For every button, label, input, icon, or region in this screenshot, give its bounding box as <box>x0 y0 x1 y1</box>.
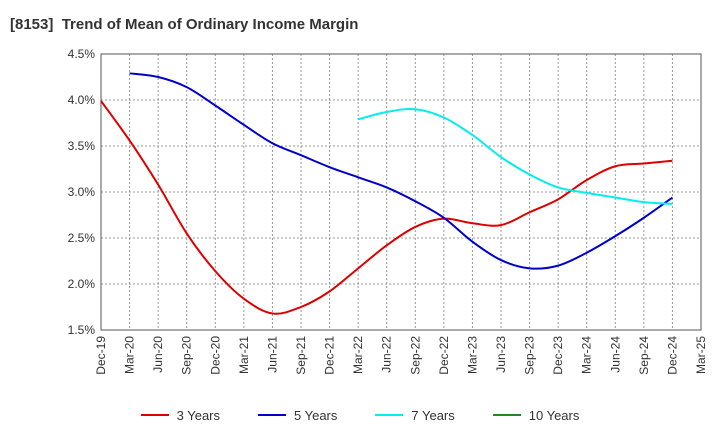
series-line-3 <box>357 107 673 205</box>
series-line-1 <box>100 100 673 315</box>
x-tick-label: Mar-25 <box>694 336 708 374</box>
x-tick-label: Dec-23 <box>551 336 565 375</box>
legend-swatch <box>140 414 169 416</box>
x-tick-label: Mar-22 <box>351 336 365 374</box>
x-tick-label: Sep-21 <box>294 336 308 375</box>
x-tick-label: Mar-23 <box>465 336 479 374</box>
y-tick-label: 2.0% <box>68 277 96 291</box>
y-tick-labels: 4.5% 4.0% 3.5% 3.0% 2.5% 2.0% 1.5% <box>68 47 96 337</box>
y-tick-label: 2.5% <box>68 231 96 245</box>
x-tick-label: Dec-20 <box>208 336 222 375</box>
x-tick-label: Dec-19 <box>94 336 108 375</box>
series-lines <box>100 72 674 315</box>
y-tick-label: 3.0% <box>68 185 96 199</box>
x-tick-label: Sep-22 <box>408 336 422 375</box>
legend-label: 3 Years <box>176 407 220 423</box>
legend-swatch <box>375 414 404 416</box>
line-chart: 4.5% 4.0% 3.5% 3.0% 2.5% 2.0% 1.5% Dec-19 Mar-2… <box>68 47 708 375</box>
y-tick-label: 1.5% <box>68 323 96 337</box>
x-tick-label: Sep-23 <box>523 336 537 375</box>
legend: 3 Years 5 Years 7 Years 10 Years <box>0 404 720 426</box>
x-tick-label: Mar-24 <box>580 336 594 374</box>
x-tick-label: Jun-21 <box>265 336 279 373</box>
x-tick-label: Jun-20 <box>151 336 165 373</box>
y-tick-label: 3.5% <box>68 139 96 153</box>
x-tick-label: Jun-24 <box>608 336 622 373</box>
x-tick-label: Mar-20 <box>123 336 137 374</box>
x-tick-label: Jun-22 <box>380 336 394 373</box>
legend-item: 7 Years <box>375 404 455 426</box>
plot-border <box>100 53 702 331</box>
x-tick-label: Dec-21 <box>323 336 337 375</box>
x-tick-label: Sep-20 <box>180 336 194 375</box>
legend-label: 5 Years <box>294 407 338 423</box>
legend-swatch <box>492 414 521 416</box>
legend-item: 5 Years <box>258 404 337 426</box>
axes <box>100 53 702 331</box>
legend-item: 10 Years <box>492 404 580 426</box>
legend-item: 3 Years <box>140 404 220 426</box>
x-tick-label: Mar-21 <box>237 336 251 374</box>
x-tick-label: Dec-22 <box>437 336 451 375</box>
y-tick-label: 4.5% <box>68 47 96 61</box>
x-tick-labels: Dec-19 Mar-20 Jun-20 Sep-20 Dec-20 Mar-21 Jun-… <box>94 336 708 375</box>
legend-swatch <box>258 414 286 416</box>
x-tick-label: Jun-23 <box>494 336 508 373</box>
y-tick-label: 4.0% <box>68 93 96 107</box>
x-tick-label: Sep-24 <box>637 336 651 375</box>
chart-title: [8153] Trend of Mean of Ordinary Income … <box>10 16 359 33</box>
x-tick-label: Dec-24 <box>665 336 679 375</box>
legend-label: 7 Years <box>411 407 455 423</box>
grid <box>100 53 702 331</box>
series-line-2 <box>129 72 674 270</box>
legend-label: 10 Years <box>528 407 580 423</box>
